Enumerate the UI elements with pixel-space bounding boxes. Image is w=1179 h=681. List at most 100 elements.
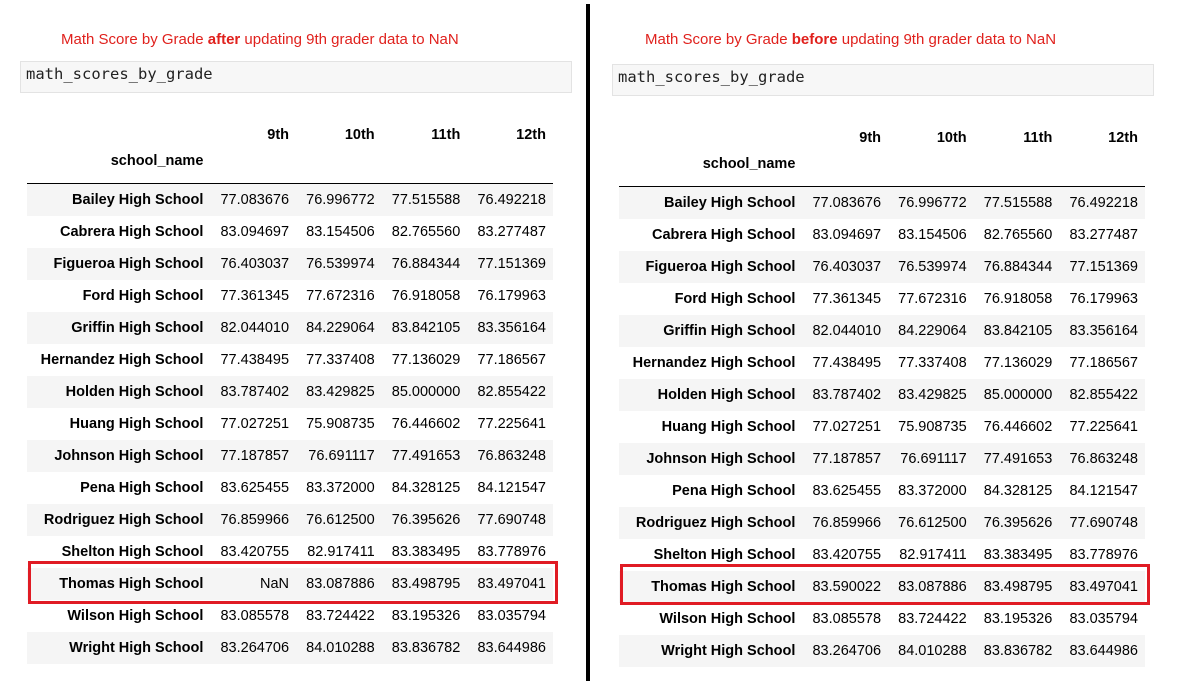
table-cell: 77.438495 [220, 352, 290, 368]
table-cell: 82.917411 [307, 544, 375, 560]
table-cell: 82.765560 [983, 227, 1053, 243]
table-cell: 83.383495 [391, 544, 461, 560]
table-row: Thomas High School 83.590022 83.087886 83.4… [619, 571, 1145, 603]
row-label: Ford High School [82, 288, 204, 304]
row-label: Huang High School [69, 416, 204, 432]
row-label: Griffin High School [663, 323, 796, 339]
table-row: Shelton High School 83.420755 82.917411 83.… [619, 539, 1145, 571]
table-cell: 76.918058 [391, 288, 461, 304]
row-label: Holden High School [657, 387, 796, 403]
table-cell: 83.429825 [898, 387, 967, 403]
before-panel: Math Score by Grade before updating 9th … [592, 0, 1179, 681]
table-cell: 82.855422 [477, 384, 546, 400]
table-cell: 84.328125 [391, 480, 461, 496]
row-label: Wilson High School [659, 611, 796, 627]
table-cell: 77.491653 [391, 448, 461, 464]
blank-cell [802, 146, 888, 187]
row-label: Hernandez High School [40, 352, 204, 368]
row-label: Pena High School [672, 483, 796, 499]
table-cell: 77.187857 [812, 451, 882, 467]
table-cell: 83.264706 [220, 640, 290, 656]
table-cell: 77.491653 [983, 451, 1053, 467]
table-cell: 83.154506 [306, 224, 375, 240]
table-row: Cabrera High School 83.094697 83.154506 82.… [619, 219, 1145, 251]
table-cell: 77.186567 [477, 352, 546, 368]
row-label: Figueroa High School [645, 259, 796, 275]
table-cell: 82.765560 [391, 224, 461, 240]
table-cell: 76.539974 [306, 256, 375, 272]
row-label: Rodriguez High School [635, 515, 796, 531]
blank-cell [888, 146, 974, 187]
index-header-row: school_name [619, 146, 1145, 187]
table-row: Hernandez High School 77.438495 77.337408 7… [619, 347, 1145, 379]
table-cell: 76.446602 [391, 416, 461, 432]
row-label: Cabrera High School [59, 224, 204, 240]
column-header-row: 9th 10th 11th 12th [27, 113, 553, 143]
row-label: Holden High School [65, 384, 204, 400]
row-label: Pena High School [80, 480, 204, 496]
table-cell: 77.083676 [812, 195, 882, 211]
row-label: Figueroa High School [53, 256, 204, 272]
table-cell: 75.908735 [898, 419, 967, 435]
table-cell: 77.027251 [812, 419, 882, 435]
table-row: Bailey High School 77.083676 76.996772 77.5… [619, 186, 1145, 219]
row-label: Bailey High School [72, 192, 204, 208]
row-label: Huang High School [661, 419, 796, 435]
table-cell: 82.917411 [899, 547, 967, 563]
table-row: Ford High School 77.361345 77.672316 76.918… [27, 280, 553, 312]
row-label: Ford High School [674, 291, 796, 307]
column-header: 12th [1108, 130, 1138, 146]
table-row: Pena High School 83.625455 83.372000 84.328… [27, 472, 553, 504]
table-cell: 83.497041 [1069, 579, 1138, 595]
table-cell: 76.446602 [983, 419, 1053, 435]
column-header: 10th [344, 127, 375, 143]
table-cell: NaN [260, 576, 290, 592]
table-cell: 84.229064 [898, 323, 967, 339]
table-cell: 76.863248 [477, 448, 546, 464]
table-cell: 83.094697 [812, 227, 882, 243]
table-cell: 82.044010 [812, 323, 882, 339]
row-label: Bailey High School [664, 195, 796, 211]
before-caption-emphasis: before [791, 31, 838, 48]
table-cell: 76.691117 [900, 451, 967, 467]
table-row: Rodriguez High School 76.859966 76.612500 7… [619, 507, 1145, 539]
table-cell: 83.154506 [898, 227, 967, 243]
table-cell: 77.136029 [391, 352, 461, 368]
table-cell: 76.612500 [898, 515, 967, 531]
column-header: 11th [1023, 130, 1053, 146]
table-cell: 77.337408 [898, 355, 967, 371]
index-name: school_name [110, 153, 204, 169]
table-cell: 83.787402 [220, 384, 290, 400]
table-cell: 83.644986 [477, 640, 546, 656]
after-caption-emphasis: after [207, 31, 241, 48]
table-cell: 76.884344 [983, 259, 1053, 275]
table-cell: 76.395626 [391, 512, 461, 528]
table-cell: 76.859966 [220, 512, 290, 528]
table-cell: 83.264706 [812, 643, 882, 659]
corner-cell [619, 116, 802, 146]
table-cell: 76.395626 [983, 515, 1053, 531]
index-name: school_name [702, 156, 796, 172]
table-cell: 76.492218 [1069, 195, 1138, 211]
table-cell: 76.918058 [983, 291, 1053, 307]
table-cell: 83.497041 [477, 576, 546, 592]
table-cell: 83.277487 [1069, 227, 1138, 243]
table-cell: 83.035794 [1069, 611, 1138, 627]
table-cell: 83.787402 [812, 387, 882, 403]
column-header: 11th [431, 127, 461, 143]
table-cell: 76.863248 [1069, 451, 1138, 467]
table-cell: 83.372000 [306, 480, 375, 496]
table-cell: 76.859966 [812, 515, 882, 531]
table-row: Shelton High School 83.420755 82.917411 83.… [27, 536, 553, 568]
table-cell: 83.085578 [220, 608, 290, 624]
column-header: 10th [936, 130, 967, 146]
table-cell: 76.403037 [220, 256, 290, 272]
after-code-cell[interactable]: math_scores_by_grade [20, 61, 572, 93]
blank-cell [210, 143, 296, 184]
blank-cell [382, 143, 468, 184]
table-cell: 84.229064 [306, 320, 375, 336]
before-code-cell[interactable]: math_scores_by_grade [612, 64, 1154, 96]
row-label: Hernandez High School [632, 355, 796, 371]
table-cell: 84.010288 [898, 643, 967, 659]
row-label: Johnson High School [646, 451, 796, 467]
